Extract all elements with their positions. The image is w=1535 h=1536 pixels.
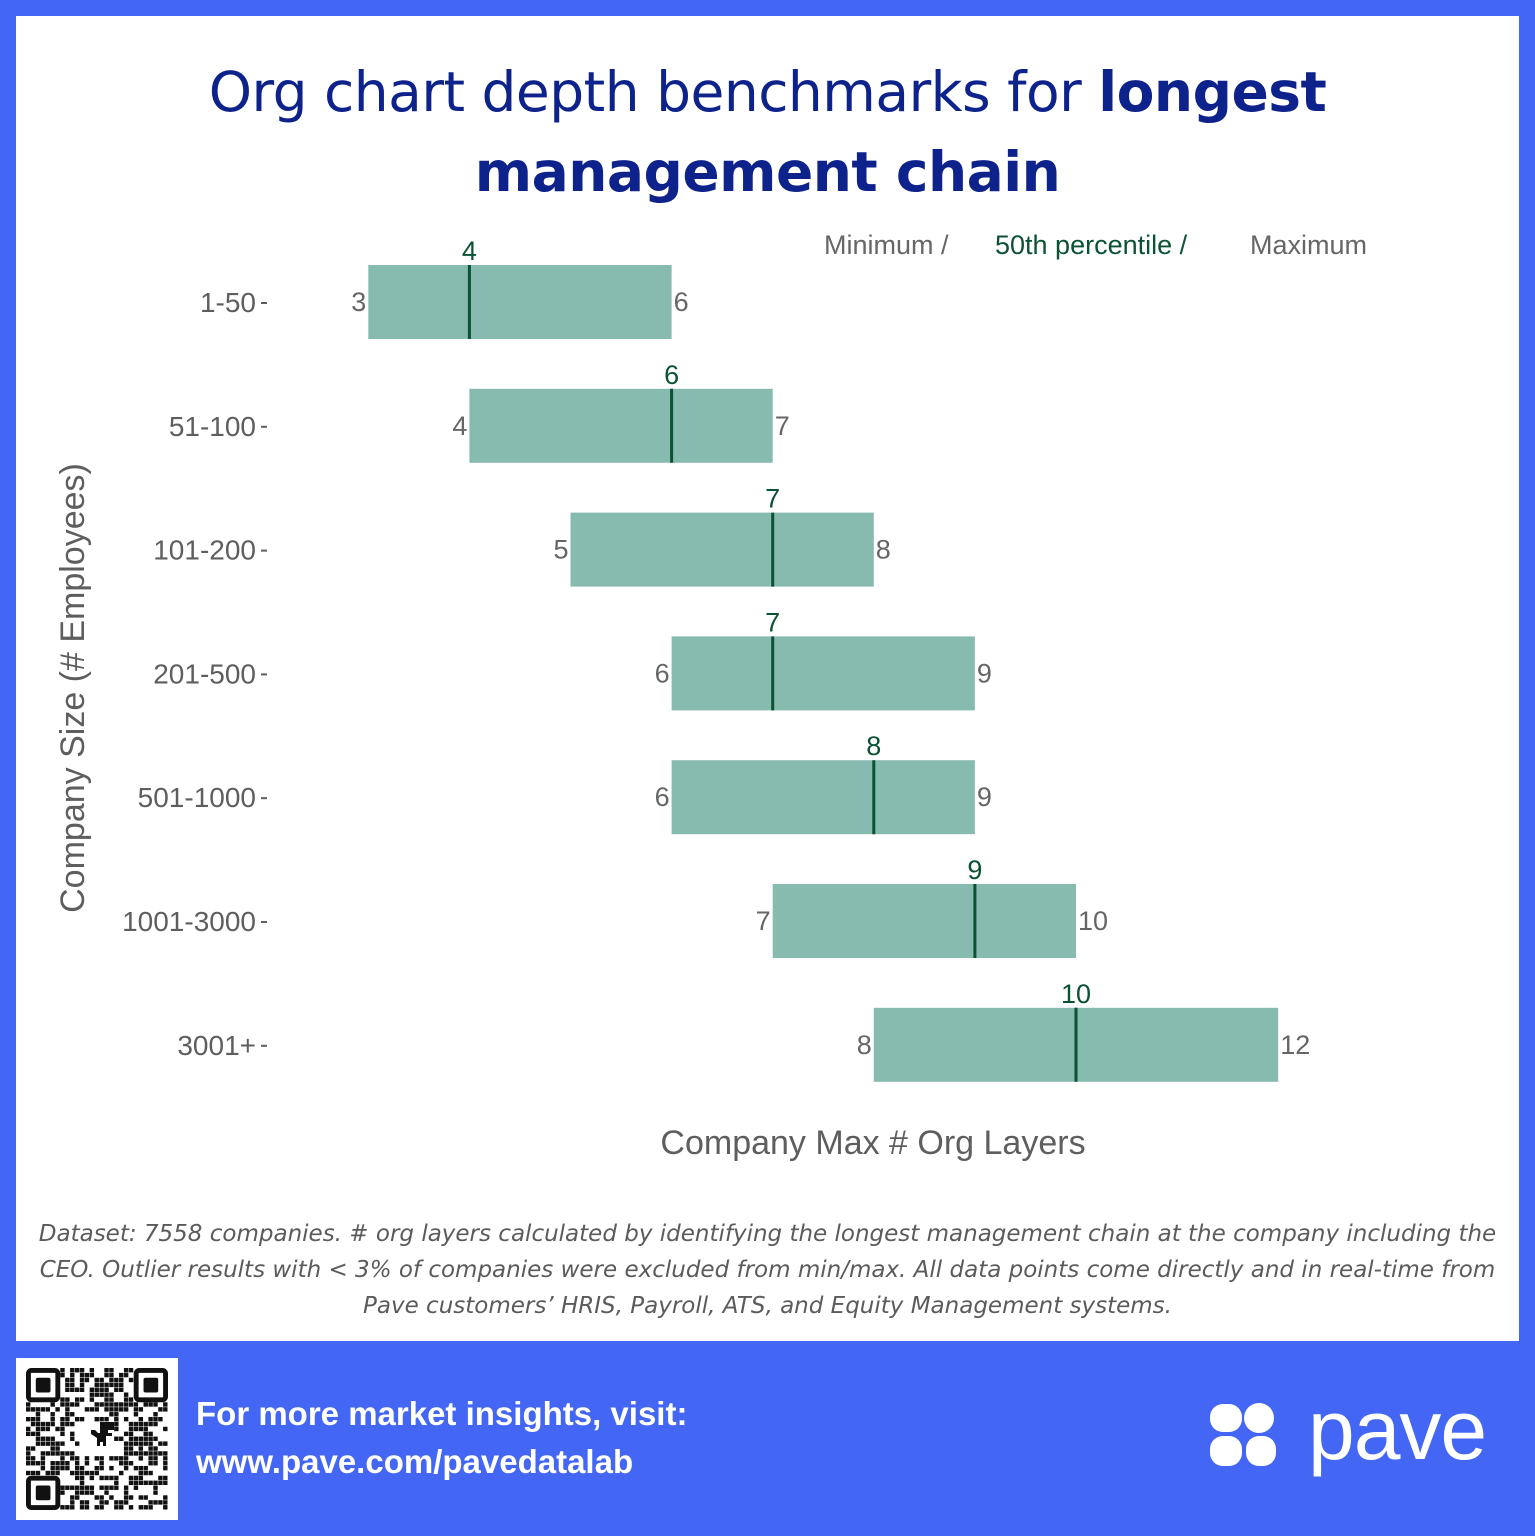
y-tick-label: 1-50 bbox=[200, 287, 256, 318]
max-label: 9 bbox=[977, 782, 992, 812]
y-tick-label: 51-100 bbox=[169, 411, 256, 442]
max-label: 8 bbox=[876, 535, 891, 565]
min-label: 6 bbox=[655, 782, 670, 812]
footer-link[interactable]: www.pave.com/pavedatalab bbox=[196, 1443, 634, 1480]
logo-wordmark: pave bbox=[1308, 1383, 1487, 1477]
chart-panel: Org chart depth benchmarks for longest m… bbox=[16, 16, 1519, 1341]
median-label: 4 bbox=[462, 236, 477, 266]
median-label: 9 bbox=[967, 855, 982, 885]
bar-row-2: 7 5 8 bbox=[553, 484, 891, 587]
bar-row-5: 9 7 10 bbox=[756, 855, 1108, 958]
bar-row-0: 4 3 6 bbox=[351, 236, 689, 339]
median-label: 8 bbox=[866, 731, 881, 761]
legend-median: 50th percentile / bbox=[995, 230, 1188, 260]
min-label: 6 bbox=[655, 658, 670, 688]
median-label: 7 bbox=[765, 607, 780, 637]
legend-maximum: Maximum bbox=[1250, 230, 1367, 260]
range-bar bbox=[671, 760, 975, 835]
bars-group: 4 3 6 6 4 7 7 5 8 7 6 9 8 6 9 9 7 10 10 8 12 bbox=[351, 236, 1310, 1082]
range-bar bbox=[772, 884, 1076, 958]
y-tick-label: 501-1000 bbox=[138, 782, 256, 813]
footer-line-1: For more market insights, visit: bbox=[196, 1395, 688, 1432]
median-label: 7 bbox=[765, 484, 780, 514]
min-label: 3 bbox=[351, 287, 366, 317]
median-label: 10 bbox=[1061, 979, 1091, 1009]
y-tick-label: 1001-3000 bbox=[122, 906, 256, 937]
median-label: 6 bbox=[664, 360, 679, 390]
y-tick-label: 201-500 bbox=[153, 658, 256, 689]
range-bar bbox=[570, 512, 874, 587]
bar-row-6: 10 8 12 bbox=[857, 979, 1310, 1082]
max-label: 12 bbox=[1280, 1030, 1310, 1060]
min-label: 5 bbox=[553, 535, 568, 565]
bar-row-1: 6 4 7 bbox=[452, 360, 790, 463]
max-label: 7 bbox=[775, 411, 790, 441]
qr-code[interactable] bbox=[16, 1358, 178, 1520]
range-bar bbox=[671, 636, 975, 711]
bar-row-3: 7 6 9 bbox=[655, 607, 992, 711]
max-label: 9 bbox=[977, 658, 992, 688]
y-tick-label: 101-200 bbox=[153, 535, 256, 566]
footer-cta: For more market insights, visit: www.pav… bbox=[196, 1390, 687, 1486]
pave-logo: pave bbox=[1208, 1383, 1487, 1477]
chart-title: Org chart depth benchmarks for longest m… bbox=[16, 52, 1519, 212]
y-axis: 1-50 51-100 101-200 201-500 501-1000 1001-300… bbox=[122, 287, 267, 1061]
title-bold: longest management chain bbox=[474, 60, 1327, 204]
y-tick-label: 3001+ bbox=[177, 1030, 256, 1061]
range-bar bbox=[368, 265, 672, 339]
legend-minimum: Minimum / bbox=[824, 230, 949, 260]
title-regular: Org chart depth benchmarks for bbox=[208, 60, 1082, 124]
min-label: 4 bbox=[452, 411, 467, 441]
min-label: 8 bbox=[857, 1030, 872, 1060]
legend: Minimum / 50th percentile / Maximum bbox=[824, 230, 1367, 260]
range-bar bbox=[469, 388, 773, 463]
qr-code-icon bbox=[26, 1368, 169, 1511]
y-axis-label: Company Size (# Employees) bbox=[54, 463, 92, 913]
x-axis-label: Company Max # Org Layers bbox=[660, 1124, 1085, 1162]
range-chart: Minimum / 50th percentile / Maximum 43 66… bbox=[54, 230, 1367, 1162]
footnote: Dataset: 7558 companies. # org layers ca… bbox=[38, 1221, 1497, 1319]
max-label: 10 bbox=[1078, 906, 1108, 936]
pave-logo-icon bbox=[1210, 1403, 1276, 1466]
min-label: 7 bbox=[756, 906, 771, 936]
bar-row-4: 8 6 9 bbox=[655, 731, 992, 835]
max-label: 6 bbox=[674, 287, 689, 317]
